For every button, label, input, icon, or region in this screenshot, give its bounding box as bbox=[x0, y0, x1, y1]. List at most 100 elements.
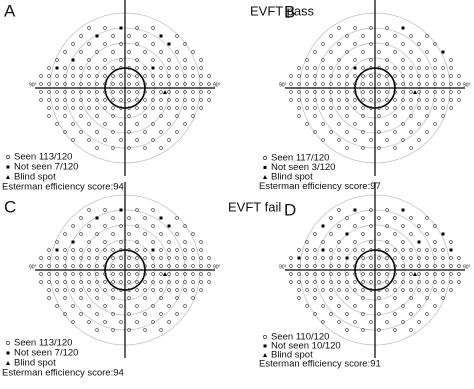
seen-point bbox=[361, 90, 365, 94]
seen-point bbox=[87, 42, 91, 46]
seen-point bbox=[199, 58, 203, 62]
seen-point bbox=[183, 122, 187, 126]
seen-point bbox=[353, 304, 357, 308]
seen-point bbox=[71, 66, 75, 70]
seen-point bbox=[305, 264, 309, 268]
seen-point bbox=[313, 256, 317, 260]
missed-point bbox=[401, 208, 405, 212]
seen-point bbox=[143, 34, 147, 38]
seen-point bbox=[393, 66, 397, 70]
seen-point bbox=[425, 98, 429, 102]
seen-point bbox=[127, 328, 131, 332]
seen-point bbox=[119, 272, 123, 276]
seen-point bbox=[441, 296, 445, 300]
seen-point bbox=[313, 280, 317, 284]
seen-point bbox=[167, 74, 171, 78]
seen-point bbox=[79, 106, 83, 110]
seen-point bbox=[361, 74, 365, 78]
seen-point bbox=[167, 240, 171, 244]
seen-point bbox=[79, 248, 83, 252]
seen-point bbox=[127, 130, 131, 134]
seen-point bbox=[183, 272, 187, 276]
missed-point bbox=[345, 256, 349, 260]
seen-point bbox=[103, 264, 107, 268]
seen-point bbox=[409, 74, 413, 78]
seen-point bbox=[425, 216, 429, 220]
seen-point bbox=[321, 66, 325, 70]
seen-point bbox=[433, 82, 437, 86]
seen-point bbox=[345, 296, 349, 300]
seen-point bbox=[289, 272, 293, 276]
seen-point bbox=[313, 90, 317, 94]
seen-point bbox=[95, 248, 99, 252]
seen-point bbox=[305, 66, 309, 70]
seen-point bbox=[63, 90, 67, 94]
panel-label: B bbox=[284, 2, 295, 21]
seen-point bbox=[377, 296, 381, 300]
missed-point bbox=[401, 26, 405, 30]
seen-point bbox=[441, 272, 445, 276]
seen-point bbox=[289, 98, 293, 102]
seen-point bbox=[433, 288, 437, 292]
seen-point bbox=[417, 58, 421, 62]
seen-point bbox=[457, 264, 461, 268]
seen-point bbox=[55, 256, 59, 260]
seen-point bbox=[321, 240, 325, 244]
missed-point bbox=[321, 224, 325, 228]
seen-point bbox=[159, 312, 163, 316]
seen-point bbox=[321, 320, 325, 324]
seen-point bbox=[55, 240, 59, 244]
seen-point bbox=[321, 82, 325, 86]
seen-point bbox=[385, 90, 389, 94]
seen-point bbox=[95, 256, 99, 260]
seen-point bbox=[127, 90, 131, 94]
seen-point bbox=[103, 42, 107, 46]
seen-point bbox=[385, 280, 389, 284]
seen-point bbox=[417, 98, 421, 102]
seen-point bbox=[401, 106, 405, 110]
seen-point bbox=[417, 122, 421, 126]
legend-marker bbox=[263, 353, 267, 357]
seen-point bbox=[345, 272, 349, 276]
seen-point bbox=[401, 90, 405, 94]
seen-point bbox=[361, 82, 365, 86]
seen-point bbox=[409, 66, 413, 70]
seen-point bbox=[401, 288, 405, 292]
seen-point bbox=[167, 288, 171, 292]
seen-point bbox=[409, 106, 413, 110]
seen-point bbox=[377, 66, 381, 70]
seen-point bbox=[393, 146, 397, 150]
seen-point bbox=[183, 66, 187, 70]
seen-point bbox=[393, 98, 397, 102]
seen-point bbox=[199, 248, 203, 252]
seen-point bbox=[183, 106, 187, 110]
seen-point bbox=[47, 66, 51, 70]
missed-point bbox=[353, 208, 357, 212]
seen-point bbox=[441, 106, 445, 110]
seen-point bbox=[409, 272, 413, 276]
seen-point bbox=[393, 288, 397, 292]
seen-point bbox=[329, 114, 333, 118]
seen-point bbox=[143, 256, 147, 260]
seen-point bbox=[143, 90, 147, 94]
seen-point bbox=[385, 26, 389, 30]
seen-point bbox=[55, 264, 59, 268]
seen-point bbox=[127, 216, 131, 220]
legend-text: Not seen 7/120 bbox=[14, 348, 78, 359]
seen-point bbox=[79, 280, 83, 284]
seen-point bbox=[143, 98, 147, 102]
seen-point bbox=[63, 248, 67, 252]
seen-point bbox=[135, 106, 139, 110]
seen-point bbox=[313, 248, 317, 252]
seen-point bbox=[207, 82, 211, 86]
seen-point bbox=[433, 66, 437, 70]
blind-spot bbox=[413, 90, 417, 94]
seen-point bbox=[385, 256, 389, 260]
seen-point bbox=[55, 106, 59, 110]
seen-point bbox=[167, 248, 171, 252]
missed-point bbox=[417, 240, 421, 244]
seen-point bbox=[329, 106, 333, 110]
central-field bbox=[354, 249, 396, 291]
seen-point bbox=[409, 98, 413, 102]
seen-point bbox=[321, 98, 325, 102]
